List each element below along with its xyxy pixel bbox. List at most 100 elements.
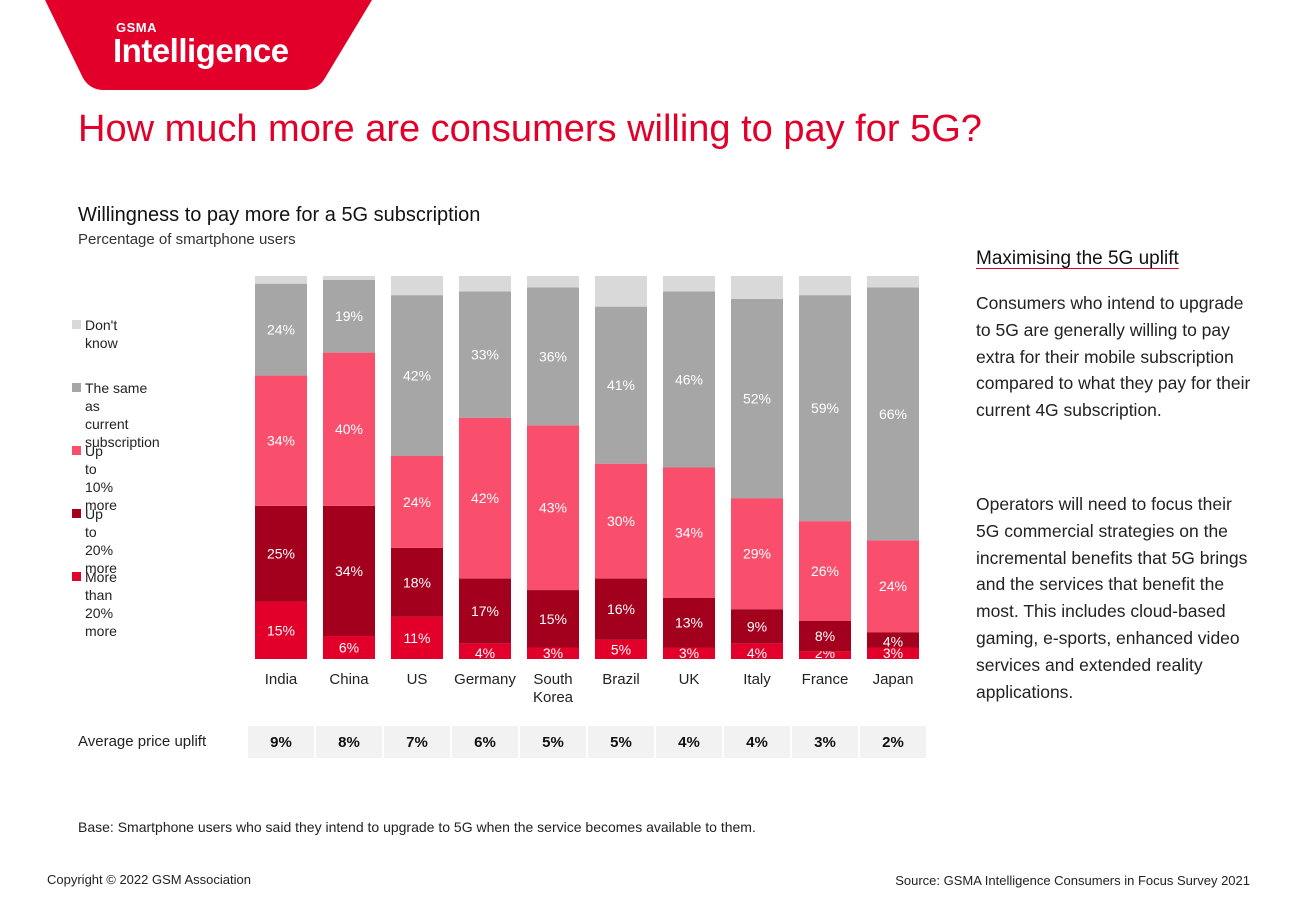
bar-segment bbox=[595, 306, 647, 464]
bar-segment bbox=[731, 276, 783, 299]
bar-segment bbox=[459, 417, 511, 579]
x-tick-label: Japan bbox=[873, 671, 914, 688]
bar-segment bbox=[527, 425, 579, 591]
bar-segment bbox=[255, 375, 307, 506]
bar-segment bbox=[663, 276, 715, 292]
copyright: Copyright © 2022 GSM Association bbox=[47, 872, 251, 887]
data-label: 59% bbox=[811, 400, 839, 416]
data-label: 5% bbox=[611, 641, 631, 657]
sidebar-heading: Maximising the 5G uplift bbox=[976, 248, 1179, 269]
uplift-value: 2% bbox=[882, 734, 904, 751]
x-tick-label: Germany bbox=[454, 671, 516, 688]
data-label: 34% bbox=[267, 433, 295, 449]
bar-segment bbox=[459, 291, 511, 418]
legend-label: The same as current subscription bbox=[85, 380, 160, 450]
data-label: 24% bbox=[267, 322, 295, 338]
bar-segment bbox=[731, 643, 783, 659]
legend-swatch bbox=[72, 383, 81, 392]
logo-gsma: GSMA bbox=[116, 20, 157, 35]
uplift-cell bbox=[520, 726, 586, 758]
data-label: 66% bbox=[879, 406, 907, 422]
x-tick-label: India bbox=[265, 671, 298, 688]
data-label: 29% bbox=[743, 546, 771, 562]
bar-segment bbox=[527, 647, 579, 659]
data-label: 13% bbox=[675, 615, 703, 631]
bar-segment bbox=[527, 590, 579, 648]
data-label: 19% bbox=[335, 308, 363, 324]
data-label: 41% bbox=[607, 377, 635, 393]
bar-segment bbox=[391, 547, 443, 617]
bar-segment bbox=[867, 632, 919, 648]
bar-segment bbox=[323, 636, 375, 659]
x-tick-label: South bbox=[533, 671, 572, 688]
data-label: 36% bbox=[539, 348, 567, 364]
uplift-cell bbox=[724, 726, 790, 758]
uplift-cell bbox=[452, 726, 518, 758]
bar-segment bbox=[595, 276, 647, 307]
data-label: 40% bbox=[335, 421, 363, 437]
uplift-value: 9% bbox=[270, 734, 292, 751]
data-label: 3% bbox=[543, 645, 563, 661]
uplift-cell bbox=[248, 726, 314, 758]
x-tick-label: Brazil bbox=[602, 671, 640, 688]
data-label: 17% bbox=[471, 603, 499, 619]
legend-swatch bbox=[72, 446, 81, 455]
logo-intelligence: Intelligence bbox=[113, 32, 289, 69]
uplift-value: 5% bbox=[610, 734, 632, 751]
bar-segment bbox=[595, 639, 647, 659]
legend-swatch bbox=[72, 320, 81, 329]
bar-segment bbox=[731, 498, 783, 610]
data-label: 4% bbox=[883, 634, 903, 650]
bar-segment bbox=[867, 540, 919, 633]
uplift-value: 5% bbox=[542, 734, 564, 751]
bar-segment bbox=[459, 276, 511, 292]
data-label: 34% bbox=[335, 563, 363, 579]
bar-segment bbox=[595, 463, 647, 579]
data-label: 6% bbox=[339, 640, 359, 656]
bar-segment bbox=[323, 352, 375, 506]
legend-label: Up to 10% more bbox=[85, 443, 117, 513]
data-label: 11% bbox=[404, 630, 431, 646]
data-label: 42% bbox=[403, 368, 431, 384]
uplift-row-label: Average price uplift bbox=[78, 733, 207, 750]
brand-tab bbox=[45, 0, 372, 90]
data-label: 15% bbox=[539, 611, 567, 627]
data-label: 8% bbox=[815, 628, 835, 644]
legend-label: More than 20% more bbox=[85, 569, 117, 639]
data-label: 15% bbox=[267, 622, 295, 638]
uplift-cell bbox=[588, 726, 654, 758]
legend-label: Up to 20% more bbox=[85, 506, 117, 576]
bar-segment bbox=[731, 298, 783, 499]
uplift-cell bbox=[384, 726, 450, 758]
bar-segment bbox=[663, 291, 715, 468]
data-label: 3% bbox=[679, 645, 699, 661]
data-label: 52% bbox=[743, 391, 771, 407]
data-label: 42% bbox=[471, 490, 499, 506]
bar-segment bbox=[663, 597, 715, 648]
bar-segment bbox=[867, 276, 919, 288]
bar-segment bbox=[255, 601, 307, 659]
uplift-cell bbox=[656, 726, 722, 758]
bar-segment bbox=[391, 456, 443, 548]
data-label: 43% bbox=[539, 500, 567, 516]
uplift-value: 7% bbox=[406, 734, 428, 751]
x-tick-label: US bbox=[407, 671, 428, 688]
bar-segment bbox=[867, 287, 919, 541]
x-tick-label: UK bbox=[679, 671, 700, 688]
uplift-value: 4% bbox=[746, 734, 768, 751]
bar-segment bbox=[323, 276, 375, 280]
bar-segment bbox=[799, 620, 851, 652]
data-label: 24% bbox=[403, 494, 431, 510]
data-label: 24% bbox=[879, 578, 907, 594]
sidebar-paragraph-1: Consumers who intend to upgrade to 5G ar… bbox=[976, 293, 1251, 421]
bar-segment bbox=[459, 643, 511, 659]
bar-segment bbox=[799, 651, 851, 659]
bar-segment bbox=[731, 609, 783, 644]
bar-segment bbox=[799, 276, 851, 296]
data-label: 9% bbox=[747, 618, 767, 634]
brand-tab-shape bbox=[45, 0, 372, 90]
bar-segment bbox=[255, 283, 307, 376]
legend-swatch bbox=[72, 572, 81, 581]
uplift-cell bbox=[860, 726, 926, 758]
